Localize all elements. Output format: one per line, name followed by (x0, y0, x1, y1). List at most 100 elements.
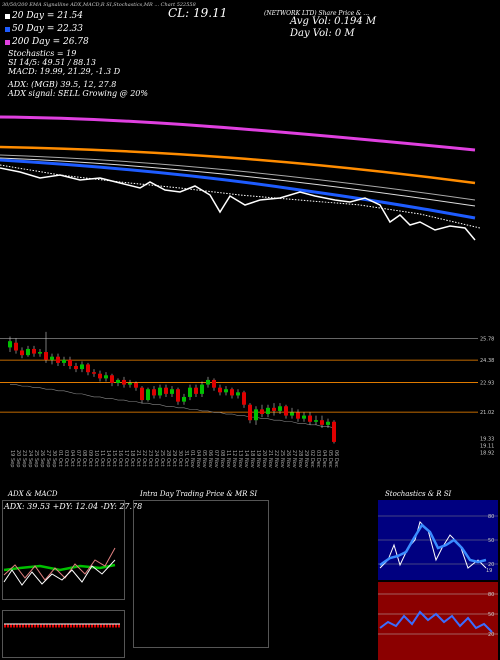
date-tick-label: 28 Nov (297, 450, 303, 468)
rsi-line (379, 610, 493, 633)
candle-body (182, 396, 186, 402)
candle-body (326, 421, 330, 425)
candle-body (68, 359, 72, 366)
candle-body (62, 359, 66, 363)
candle-body (230, 389, 234, 396)
date-tick-label: 06 Nov (207, 450, 213, 468)
date-tick-label: 17 Oct (123, 450, 129, 467)
date-tick-label: 23 Oct (147, 450, 153, 467)
candle-body (200, 384, 204, 394)
network-label: (NETWORK LTD) Share Price & ... (264, 10, 370, 17)
candle-body (212, 379, 216, 388)
adx-label: ADX: (MGB) 39.5, 12, 27.8 (8, 80, 117, 89)
candle-body (170, 389, 174, 394)
date-tick-label: 29 Nov (303, 450, 309, 468)
candle-body (14, 342, 18, 351)
date-tick-label: 26 Sep (39, 450, 45, 467)
price-line (0, 167, 476, 241)
ema100-line (0, 145, 476, 185)
candle-body (248, 404, 252, 421)
ema200-line (0, 115, 476, 152)
date-tick-label: 05 Dec (327, 450, 333, 468)
date-tick-label: 20 Nov (261, 450, 267, 468)
macd-label: MACD: 19.99, 21.29, -1.3 D (8, 67, 121, 76)
date-tick-label: 23 Sep (21, 450, 27, 467)
price-level-label: 24.38 (480, 358, 494, 364)
date-tick-label: 22 Oct (141, 450, 147, 467)
candle-body (44, 352, 48, 360)
candle-body (74, 365, 78, 370)
candle-body (194, 387, 198, 394)
candle-body (152, 389, 156, 396)
date-tick-label: 05 Nov (201, 450, 207, 468)
date-tick-label: 24 Oct (153, 450, 159, 467)
adx-white-line (3, 559, 116, 586)
avg-volume: Avg Vol: 0.194 M (290, 16, 377, 27)
candle-body (314, 420, 318, 422)
intraday-title: Intra Day Trading Price & MR SI (140, 490, 258, 498)
candle-body (38, 352, 42, 354)
candle-ema-line (10, 384, 335, 429)
candle-body (278, 406, 282, 411)
price-level-label: 19.33 (480, 436, 494, 442)
date-tick-label: 14 Oct (105, 450, 111, 467)
top-label: 30/50/200 EMA Signalline ADX,MACD,R SI,S… (2, 2, 196, 8)
price-level-label: 22.93 (480, 381, 494, 387)
date-tick-label: 08 Oct (81, 450, 87, 467)
stoch-d-line (379, 523, 487, 567)
date-tick-label: 20 Sep (15, 450, 21, 467)
candle-body (206, 379, 210, 385)
candle-body (176, 389, 180, 402)
candle-body (80, 364, 84, 370)
candle-body (284, 406, 288, 416)
candle-body (236, 392, 240, 396)
candle-body (266, 407, 270, 415)
date-tick-label: 25 Sep (33, 450, 39, 467)
adx-panel (2, 500, 125, 600)
date-tick-label: 13 Nov (237, 450, 243, 468)
date-tick-label: 26 Nov (285, 450, 291, 468)
intraday-panel (133, 500, 269, 648)
legend-ema50 (5, 27, 10, 32)
price-level-label: 21.02 (480, 410, 494, 416)
ema200-label: 200 Day = 26.78 (12, 37, 89, 47)
date-tick-label: 18 Nov (249, 450, 255, 468)
rsi-tick-80: 80 (488, 592, 494, 598)
date-tick-label: 07 Oct (75, 450, 81, 467)
legend-ema20 (5, 14, 10, 19)
date-tick-label: 15 Oct (111, 450, 117, 467)
date-tick-label: 08 Nov (219, 450, 225, 468)
date-tick-label: 25 Oct (159, 450, 165, 467)
candle-body (20, 350, 24, 356)
date-tick-label: 06 Dec (333, 450, 339, 468)
si-label: SI 14/5: 49.51 / 88.13 (8, 58, 96, 67)
ema20-label: 20 Day = 21.54 (12, 11, 84, 21)
candle-body (164, 387, 168, 394)
date-tick-label: 11 Nov (225, 450, 231, 468)
date-tick-label: 27 Nov (291, 450, 297, 468)
candle-body (308, 415, 312, 422)
date-tick-label: 18 Oct (129, 450, 135, 467)
candle-body (260, 409, 264, 415)
date-tick-label: 04 Nov (195, 450, 201, 468)
date-tick-label: 01 Oct (57, 450, 63, 467)
date-tick-label: 30 Sep (51, 450, 57, 467)
adx-signal: ADX signal: SELL Growing @ 20% (8, 89, 148, 98)
price-level-label: 18.92 (480, 451, 494, 457)
candle-body (116, 379, 120, 384)
rsi-panel (378, 582, 498, 660)
stoch-tick-50: 50 (488, 538, 494, 544)
ema-grey-b (0, 157, 476, 207)
ema50-label: 50 Day = 22.33 (12, 24, 84, 34)
candle-body (218, 387, 222, 393)
candle-body (290, 412, 294, 416)
date-tick-label: 12 Nov (231, 450, 237, 468)
candle-body (50, 356, 54, 360)
adx-macd-title: ADX & MACD (8, 490, 58, 498)
candle-body (134, 383, 138, 388)
candle-body (158, 387, 162, 396)
candle-body (98, 373, 102, 379)
candle-body (128, 383, 132, 385)
candle-body (188, 387, 192, 397)
